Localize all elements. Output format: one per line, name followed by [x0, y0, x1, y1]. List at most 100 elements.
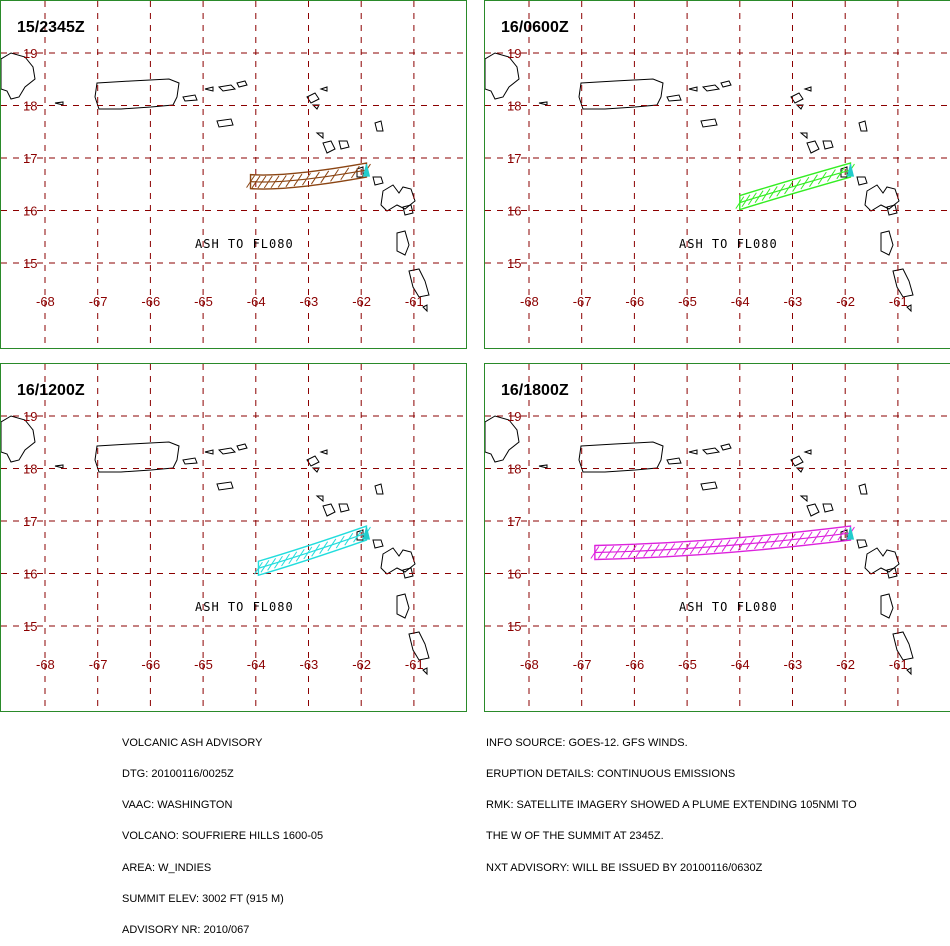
lon-label: -63 — [300, 294, 319, 309]
grid-group — [485, 364, 950, 711]
landmass-outline — [319, 449, 328, 455]
ash-plume-outline — [594, 525, 852, 561]
landmass-group — [485, 52, 914, 313]
landmass-outline — [338, 503, 350, 513]
advisory-title: VOLCANIC ASH ADVISORY — [122, 736, 263, 749]
lat-label: 16 — [23, 204, 37, 219]
ash-plume — [246, 162, 371, 190]
landmass-outline — [306, 92, 320, 104]
ash-plume-outline — [739, 162, 852, 211]
panel-time-label: 16/1200Z — [17, 382, 85, 399]
landmass-outline — [380, 184, 416, 212]
landmass-outline — [538, 464, 548, 469]
landmass-outline — [402, 204, 414, 216]
landmass-outline — [822, 140, 834, 150]
landmass-outline — [886, 567, 898, 579]
landmass-outline — [374, 120, 384, 132]
landmass-outline — [1, 52, 36, 100]
lat-label: 16 — [507, 567, 521, 582]
landmass-outline — [236, 443, 248, 451]
grid-group — [485, 1, 950, 348]
landmass-outline — [790, 92, 804, 104]
lat-label: 15 — [507, 619, 521, 634]
map-canvas: 19 18 17 16 15 -68 -67 -66 -65 -64 -63 -62 -61 — [1, 1, 466, 348]
grid-group — [1, 364, 466, 711]
ash-label: ASH TO FL080 — [679, 600, 778, 614]
lat-label: 15 — [23, 256, 37, 271]
lon-label: -61 — [405, 657, 424, 672]
ash-centreline — [250, 169, 367, 183]
landmass-outline — [380, 547, 416, 575]
lon-label: -67 — [89, 294, 108, 309]
lon-label: -68 — [36, 294, 55, 309]
lat-label: 15 — [507, 256, 521, 271]
lat-label: 17 — [23, 151, 37, 166]
landmass-outline — [94, 441, 180, 473]
landmass-outline — [880, 230, 894, 256]
volcano-vent-icon — [362, 526, 371, 540]
lat-label: 19 — [507, 409, 521, 424]
landmass-outline — [578, 441, 664, 473]
landmass-group — [1, 415, 430, 676]
lon-label: -64 — [731, 294, 750, 309]
landmass-outline — [803, 86, 812, 92]
ash-centreline — [258, 532, 367, 569]
landmass-outline — [799, 495, 808, 503]
lon-label: -68 — [520, 294, 539, 309]
landmass-outline — [315, 495, 324, 503]
ash-plume-outline — [257, 525, 368, 577]
landmass-group — [485, 415, 914, 676]
lat-label: 18 — [507, 99, 521, 114]
landmass-outline — [236, 80, 248, 88]
landmass-outline — [372, 539, 384, 549]
landmass-outline — [701, 447, 721, 455]
lon-label: -61 — [889, 294, 908, 309]
landmass-outline — [666, 457, 682, 465]
lon-label: -62 — [836, 657, 855, 672]
lon-label: -62 — [352, 657, 371, 672]
advisory-eruption-details: ERUPTION DETAILS: CONTINUOUS EMISSIONS — [486, 768, 736, 781]
landmass-outline — [54, 464, 64, 469]
landmass-outline — [858, 483, 868, 495]
landmass-outline — [485, 52, 520, 100]
volcano-vent-icon — [846, 526, 855, 540]
landmass-outline — [906, 667, 912, 676]
lon-label: -65 — [678, 294, 697, 309]
landmass-outline — [906, 304, 912, 313]
landmass-outline — [700, 118, 718, 128]
lat-label: 15 — [23, 619, 37, 634]
panel-time-label: 16/0600Z — [501, 19, 569, 36]
ash-label: ASH TO FL080 — [195, 237, 294, 251]
lon-label: -62 — [836, 294, 855, 309]
advisory-area: AREA: W_INDIES — [122, 861, 212, 874]
lat-label: 18 — [507, 462, 521, 477]
advisory-dtg: DTG: 20100116/0025Z — [122, 768, 234, 781]
landmass-outline — [864, 547, 900, 575]
landmass-outline — [578, 78, 664, 110]
ash-plume — [254, 525, 371, 577]
landmass-outline — [322, 503, 336, 517]
panel-time-label: 16/1800Z — [501, 382, 569, 399]
lat-label: 19 — [23, 409, 37, 424]
lat-label: 17 — [23, 514, 37, 529]
ash-label: ASH TO FL080 — [195, 600, 294, 614]
lon-label: -68 — [36, 657, 55, 672]
lon-label: -66 — [141, 657, 160, 672]
lon-label: -63 — [300, 657, 319, 672]
landmass-outline — [408, 268, 430, 298]
lon-label: -61 — [405, 294, 424, 309]
landmass-outline — [720, 443, 732, 451]
lat-label: 16 — [507, 204, 521, 219]
advisory-remark-cont: THE W OF THE SUMMIT AT 2345Z. — [486, 830, 664, 843]
landmass-outline — [396, 230, 410, 256]
lon-label: -65 — [678, 657, 697, 672]
lon-label: -67 — [573, 657, 592, 672]
advisory-next: NXT ADVISORY: WILL BE ISSUED BY 20100116… — [486, 861, 763, 874]
landmass-group — [1, 52, 430, 313]
lat-label: 17 — [507, 151, 521, 166]
landmass-outline — [806, 140, 820, 154]
landmass-outline — [315, 132, 324, 140]
landmass-outline — [864, 184, 900, 212]
landmass-outline — [701, 84, 721, 92]
landmass-outline — [422, 667, 428, 676]
